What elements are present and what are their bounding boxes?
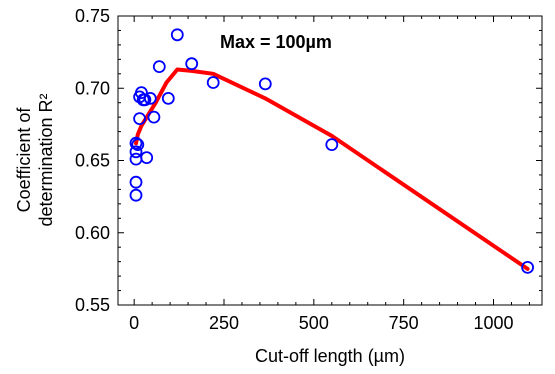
- data-point: [325, 138, 339, 152]
- y-tick-label: 0.75: [75, 6, 110, 26]
- y-axis-title-line2: determination R²: [36, 93, 56, 226]
- y-tick-label: 0.70: [75, 78, 110, 98]
- data-point: [129, 136, 143, 150]
- data-point: [258, 77, 272, 91]
- x-tick-label: 1000: [473, 313, 513, 333]
- y-axis-title-line1: Coefficient of: [14, 107, 34, 213]
- x-tick-label: 500: [299, 313, 329, 333]
- data-point: [134, 86, 148, 99]
- data-point: [140, 151, 154, 165]
- data-point: [170, 28, 184, 42]
- x-tick-label: 750: [389, 313, 419, 333]
- data-point: [206, 76, 220, 89]
- data-point: [129, 175, 143, 189]
- x-axis-title: Cut-off length (µm): [255, 346, 405, 366]
- x-tick-label: 0: [129, 313, 139, 333]
- annotation-max: Max = 100µm: [220, 32, 332, 52]
- data-point: [521, 260, 534, 274]
- data-point: [131, 138, 145, 152]
- data-point: [129, 188, 143, 202]
- data-point: [133, 112, 147, 125]
- y-axis-title: Coefficient of determination R²: [14, 93, 56, 226]
- data-point: [129, 145, 143, 159]
- y-tick-label: 0.65: [75, 151, 110, 171]
- y-tick-label: 0.55: [75, 295, 110, 315]
- x-tick-label: 250: [209, 313, 239, 333]
- y-axis-ticks: 0.55 0.60 0.65 0.70 0.75: [75, 6, 542, 315]
- fit-line: [134, 67, 530, 271]
- x-axis-ticks: 0 250 500 750 1000: [129, 16, 530, 333]
- y-tick-label: 0.60: [75, 223, 110, 243]
- data-point: [138, 93, 152, 107]
- data-point: [147, 110, 161, 124]
- fit-line-layer: [134, 67, 530, 271]
- plot-area: [117, 15, 543, 306]
- data-point: [143, 92, 157, 105]
- data-point: [161, 92, 175, 105]
- scatter-points: [129, 28, 534, 274]
- data-point: [185, 57, 199, 71]
- data-point: [152, 60, 166, 73]
